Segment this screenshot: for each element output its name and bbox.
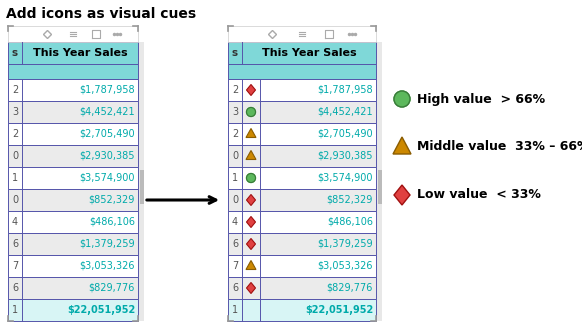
Text: Middle value  33% – 66%: Middle value 33% – 66% [417,140,582,154]
Polygon shape [393,137,411,154]
Text: 6: 6 [232,239,238,249]
Text: 3: 3 [232,107,238,117]
Bar [228,211,376,233]
Text: 7: 7 [232,261,238,271]
Text: $1,379,259: $1,379,259 [317,239,373,249]
Text: This Year Sales: This Year Sales [262,48,356,58]
Polygon shape [394,185,410,205]
Text: 4: 4 [12,217,18,227]
Text: s: s [12,48,18,58]
Text: $829,776: $829,776 [88,283,135,293]
Text: 6: 6 [232,283,238,293]
Text: $4,452,421: $4,452,421 [79,107,135,117]
Text: s: s [232,48,238,58]
Bar [228,255,376,277]
Bar [377,41,382,321]
Text: 2: 2 [232,85,238,95]
Text: 0: 0 [232,195,238,205]
Polygon shape [247,239,255,249]
Text: $2,705,490: $2,705,490 [317,129,373,139]
Bar [228,123,376,145]
Text: $852,329: $852,329 [88,195,135,205]
Bar [228,189,376,211]
Text: 0: 0 [12,151,18,161]
Bar [228,41,376,63]
Bar [8,277,138,299]
Text: This Year Sales: This Year Sales [33,48,127,58]
Text: 2: 2 [232,129,238,139]
Text: $3,574,900: $3,574,900 [80,173,135,183]
Text: $3,574,900: $3,574,900 [318,173,373,183]
Text: $2,930,385: $2,930,385 [318,151,373,161]
Bar [228,101,376,123]
Text: $1,787,958: $1,787,958 [317,85,373,95]
Text: $1,787,958: $1,787,958 [79,85,135,95]
Text: 6: 6 [12,283,18,293]
Text: High value  > 66%: High value > 66% [417,92,545,106]
Bar [228,79,376,101]
Text: 1: 1 [12,173,18,183]
Bar [8,189,138,211]
Text: Low value  < 33%: Low value < 33% [417,189,541,201]
Bar [8,145,138,167]
Bar [8,299,138,321]
Bar [8,255,138,277]
Text: $3,053,326: $3,053,326 [80,261,135,271]
Text: 6: 6 [12,239,18,249]
Polygon shape [246,261,256,269]
Bar [8,211,138,233]
Bar [8,79,138,101]
Bar [139,41,144,321]
Bar [8,167,138,189]
Polygon shape [247,283,255,293]
Circle shape [247,173,255,183]
Bar [228,167,376,189]
Polygon shape [247,194,255,206]
Bar [8,101,138,123]
Bar [228,233,376,255]
Text: 7: 7 [12,261,18,271]
Text: 2: 2 [12,129,18,139]
Bar [228,299,376,321]
Polygon shape [246,150,256,160]
Text: $4,452,421: $4,452,421 [317,107,373,117]
Text: Add icons as visual cues: Add icons as visual cues [6,7,196,21]
Text: $2,705,490: $2,705,490 [79,129,135,139]
Bar [140,170,144,204]
Bar [8,41,138,63]
Bar [8,233,138,255]
Text: 1: 1 [12,305,18,315]
Bar [378,170,381,204]
Circle shape [394,91,410,107]
Text: $22,051,952: $22,051,952 [305,305,373,315]
Bar [8,63,138,79]
Circle shape [247,108,255,116]
Bar [8,26,138,41]
Text: 1: 1 [232,305,238,315]
Text: $1,379,259: $1,379,259 [79,239,135,249]
Text: $3,053,326: $3,053,326 [318,261,373,271]
Text: 3: 3 [12,107,18,117]
Bar [8,123,138,145]
Text: $486,106: $486,106 [89,217,135,227]
Text: 2: 2 [12,85,18,95]
Text: $22,051,952: $22,051,952 [67,305,135,315]
Text: 1: 1 [232,173,238,183]
Bar [228,277,376,299]
Polygon shape [247,85,255,95]
Polygon shape [246,129,256,138]
Text: $2,930,385: $2,930,385 [80,151,135,161]
Bar [228,145,376,167]
Bar [228,26,376,41]
Text: 4: 4 [232,217,238,227]
Bar [228,63,376,79]
Polygon shape [247,216,255,227]
Text: 0: 0 [12,195,18,205]
Text: $829,776: $829,776 [327,283,373,293]
Text: $852,329: $852,329 [327,195,373,205]
Text: 0: 0 [232,151,238,161]
Text: $486,106: $486,106 [327,217,373,227]
